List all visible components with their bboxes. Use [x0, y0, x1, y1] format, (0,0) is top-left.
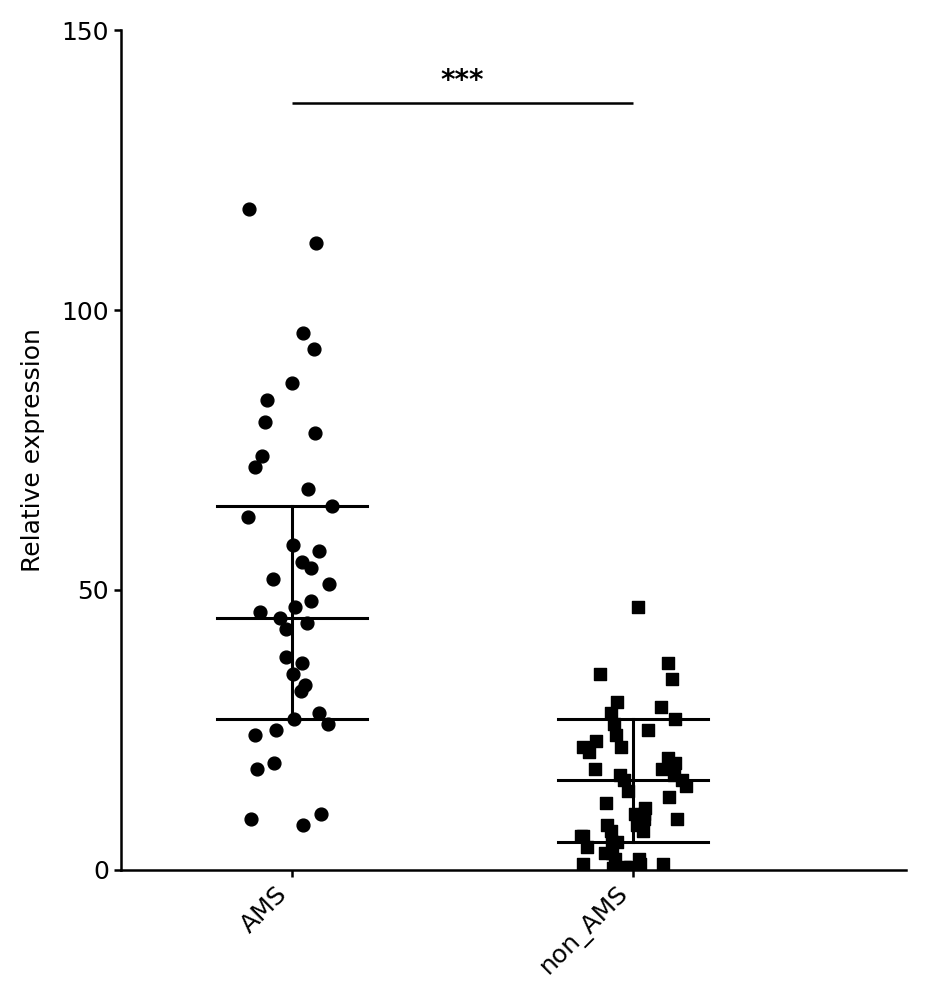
- Point: [633, 856, 648, 872]
- Point: [324, 498, 339, 514]
- Point: [255, 448, 270, 464]
- Point: [298, 677, 312, 693]
- Point: [641, 722, 655, 738]
- Point: [574, 828, 589, 844]
- Point: [311, 705, 326, 721]
- Point: [296, 817, 311, 833]
- Point: [293, 683, 308, 699]
- Point: [610, 834, 625, 850]
- Point: [600, 817, 615, 833]
- Point: [632, 851, 647, 867]
- Point: [613, 767, 628, 783]
- Point: [609, 727, 624, 743]
- Point: [258, 414, 273, 430]
- Point: [581, 744, 596, 760]
- Point: [636, 823, 651, 839]
- Point: [667, 755, 682, 771]
- Point: [313, 806, 328, 822]
- Point: [248, 727, 262, 743]
- Point: [260, 392, 274, 408]
- Point: [309, 235, 324, 251]
- Point: [661, 750, 676, 766]
- Point: [296, 325, 311, 341]
- Point: [605, 860, 620, 876]
- Point: [623, 859, 638, 875]
- Point: [604, 845, 619, 861]
- Point: [592, 666, 607, 682]
- Point: [294, 554, 309, 570]
- Point: [321, 716, 336, 732]
- Point: [669, 811, 684, 827]
- Point: [576, 856, 590, 872]
- Point: [674, 772, 689, 788]
- Point: [631, 599, 646, 615]
- Point: [306, 341, 321, 357]
- Point: [597, 845, 612, 861]
- Y-axis label: Relative expression: Relative expression: [20, 328, 44, 572]
- Point: [242, 201, 257, 217]
- Point: [322, 576, 337, 592]
- Point: [661, 655, 676, 671]
- Point: [629, 817, 644, 833]
- Point: [252, 604, 267, 620]
- Point: [576, 828, 590, 844]
- Point: [286, 537, 300, 553]
- Point: [616, 772, 631, 788]
- Point: [618, 859, 633, 875]
- Point: [278, 649, 293, 665]
- Point: [679, 778, 693, 794]
- Point: [303, 593, 318, 609]
- Point: [267, 755, 282, 771]
- Point: [606, 716, 621, 732]
- Point: [607, 851, 622, 867]
- Point: [588, 761, 603, 777]
- Point: [603, 823, 618, 839]
- Point: [304, 560, 319, 576]
- Point: [288, 599, 303, 615]
- Point: [248, 459, 262, 475]
- Point: [667, 711, 682, 727]
- Point: [576, 739, 590, 755]
- Point: [308, 425, 323, 441]
- Point: [295, 655, 310, 671]
- Point: [614, 739, 629, 755]
- Point: [266, 571, 281, 587]
- Point: [268, 722, 283, 738]
- Point: [286, 711, 301, 727]
- Point: [636, 806, 651, 822]
- Point: [655, 856, 670, 872]
- Point: [599, 795, 614, 811]
- Point: [654, 761, 669, 777]
- Text: ***: ***: [440, 67, 484, 95]
- Point: [637, 800, 652, 816]
- Point: [667, 767, 681, 783]
- Point: [284, 375, 298, 391]
- Point: [244, 811, 259, 827]
- Point: [636, 811, 651, 827]
- Point: [604, 834, 619, 850]
- Point: [589, 733, 603, 749]
- Point: [621, 783, 636, 799]
- Point: [661, 789, 676, 805]
- Point: [627, 806, 641, 822]
- Point: [250, 761, 265, 777]
- Point: [609, 694, 624, 710]
- Point: [273, 610, 287, 626]
- Point: [579, 839, 594, 855]
- Point: [299, 615, 314, 631]
- Point: [665, 671, 679, 687]
- Point: [654, 699, 668, 715]
- Point: [240, 509, 255, 525]
- Point: [300, 481, 315, 497]
- Point: [312, 543, 327, 559]
- Point: [279, 621, 294, 637]
- Point: [603, 705, 618, 721]
- Point: [286, 666, 300, 682]
